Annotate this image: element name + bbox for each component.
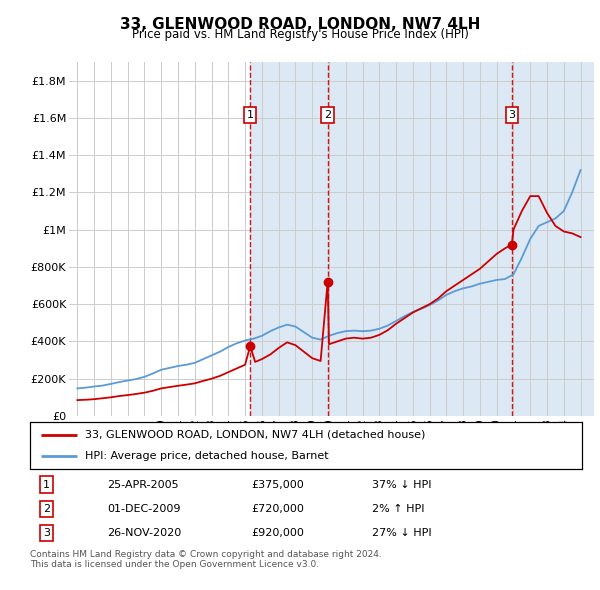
Text: 37% ↓ HPI: 37% ↓ HPI	[372, 480, 432, 490]
Text: 2: 2	[324, 110, 331, 120]
Text: £920,000: £920,000	[251, 528, 304, 538]
Text: 1: 1	[43, 480, 50, 490]
Text: Price paid vs. HM Land Registry's House Price Index (HPI): Price paid vs. HM Land Registry's House …	[131, 28, 469, 41]
Bar	[512, 62, 594, 416]
Text: 1: 1	[247, 110, 254, 120]
Text: £720,000: £720,000	[251, 504, 304, 514]
Text: 3: 3	[508, 110, 515, 120]
Text: 01-DEC-2009: 01-DEC-2009	[107, 504, 181, 514]
Text: £375,000: £375,000	[251, 480, 304, 490]
Text: Contains HM Land Registry data © Crown copyright and database right 2024.
This d: Contains HM Land Registry data © Crown c…	[30, 550, 382, 569]
Bar	[328, 62, 512, 416]
Text: 3: 3	[43, 528, 50, 538]
Bar	[250, 62, 328, 416]
Text: 2% ↑ HPI: 2% ↑ HPI	[372, 504, 425, 514]
Text: 33, GLENWOOD ROAD, LONDON, NW7 4LH (detached house): 33, GLENWOOD ROAD, LONDON, NW7 4LH (deta…	[85, 430, 425, 440]
Text: 33, GLENWOOD ROAD, LONDON, NW7 4LH: 33, GLENWOOD ROAD, LONDON, NW7 4LH	[120, 17, 480, 31]
Text: 26-NOV-2020: 26-NOV-2020	[107, 528, 182, 538]
Text: HPI: Average price, detached house, Barnet: HPI: Average price, detached house, Barn…	[85, 451, 329, 461]
Text: 27% ↓ HPI: 27% ↓ HPI	[372, 528, 432, 538]
Text: 2: 2	[43, 504, 50, 514]
Text: 25-APR-2005: 25-APR-2005	[107, 480, 179, 490]
